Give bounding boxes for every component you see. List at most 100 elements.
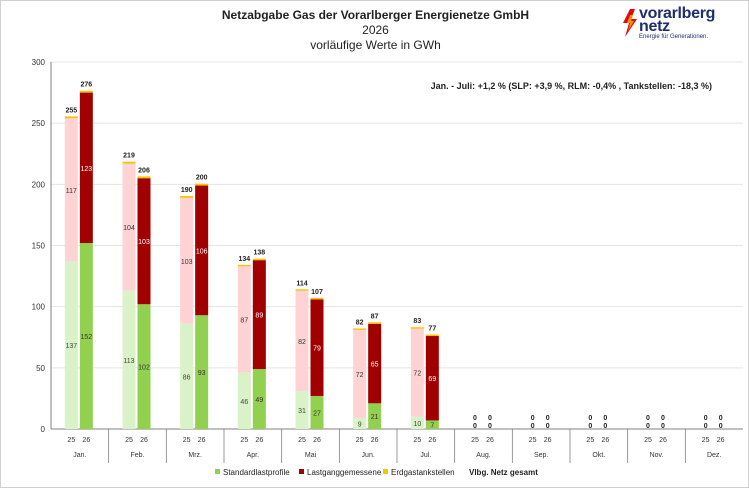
x-category-label: Apr. — [247, 452, 260, 459]
data-label-slp: 31 — [298, 408, 306, 415]
data-label-zero: 0 — [531, 423, 535, 430]
data-label-zero: 0 — [488, 423, 492, 430]
legend-label-slp: Standardlastprofile — [223, 468, 290, 477]
logo-text-line1: vorarlberg — [639, 5, 716, 22]
data-label-total: 219 — [123, 153, 135, 160]
x-sub-label: 25 — [240, 437, 248, 444]
logo-slogan: Energie für Generationen. — [639, 34, 709, 40]
y-tick-label: 150 — [32, 242, 46, 251]
data-label-rlm: 79 — [313, 346, 321, 353]
bar-tank — [79, 90, 93, 93]
data-label-total: 134 — [238, 256, 250, 263]
bar-rlm — [310, 299, 324, 396]
data-label-slp: 10 — [413, 421, 421, 428]
bar-slp — [180, 323, 194, 429]
bar-slp — [252, 369, 266, 429]
bar-slp — [353, 417, 367, 429]
x-sub-label: 26 — [601, 437, 609, 444]
data-label-zero: 0 — [646, 423, 650, 430]
legend-swatch-tank — [383, 469, 388, 474]
x-sub-label: 26 — [544, 437, 552, 444]
legend: Standardlastprofile Lastganggemessene Er… — [211, 468, 611, 482]
bar-rlm — [79, 92, 93, 244]
data-label-slp: 27 — [313, 410, 321, 417]
bar-rlm — [122, 163, 136, 291]
bar-tank — [122, 161, 136, 164]
bar-rlm — [425, 336, 439, 421]
x-sub-label: 25 — [125, 437, 133, 444]
x-sub-label: 25 — [644, 437, 652, 444]
data-label-rlm: 82 — [298, 339, 306, 346]
bar-tank — [195, 183, 209, 186]
data-label-slp: 49 — [255, 397, 263, 404]
legend-swatch-rlm — [299, 469, 304, 474]
x-category-label: Jan. — [73, 452, 86, 459]
data-label-total: 206 — [138, 167, 150, 174]
x-sub-label: 26 — [371, 437, 379, 444]
x-sub-label: 25 — [471, 437, 479, 444]
data-label-rlm: 117 — [66, 188, 77, 195]
bar-tank — [237, 264, 251, 267]
data-label-rlm: 65 — [371, 362, 379, 369]
x-sub-label: 25 — [356, 437, 364, 444]
bar-tank — [425, 334, 439, 337]
x-category-label: Feb. — [130, 452, 144, 459]
bar-slp — [64, 261, 78, 429]
x-sub-label: 26 — [717, 437, 725, 444]
data-label-slp: 86 — [183, 374, 191, 381]
data-label-rlm: 69 — [428, 376, 436, 383]
data-label-slp: 9 — [358, 421, 362, 428]
data-label-total: 0 — [646, 415, 650, 422]
data-label-total: 255 — [65, 107, 77, 114]
data-label-slp: 152 — [80, 334, 92, 341]
data-label-total: 83 — [413, 318, 421, 325]
x-sub-label: 25 — [413, 437, 421, 444]
y-tick-label: 100 — [32, 303, 46, 312]
data-label-zero: 0 — [603, 423, 607, 430]
x-category-label: Sep. — [534, 452, 548, 459]
chart-year: 2026 — [362, 23, 389, 37]
bar-slp — [295, 391, 309, 429]
x-category-label: Mai — [305, 452, 317, 459]
x-category-label: Aug. — [476, 452, 490, 459]
legend-item-total: Vlbg. Netz gesamt — [469, 468, 538, 477]
bar-rlm — [410, 328, 424, 417]
y-tick-label: 50 — [36, 364, 45, 373]
x-category-label: Okt. — [592, 452, 605, 459]
bar-rlm — [295, 290, 309, 392]
data-label-rlm: 87 — [240, 318, 248, 325]
x-sub-label: 26 — [82, 437, 90, 444]
legend-label-tank: Erdgastankstellen — [391, 468, 455, 477]
data-label-slp: 137 — [65, 343, 77, 350]
data-label-total: 107 — [311, 289, 323, 296]
bar-tank — [353, 328, 367, 330]
data-label-zero: 0 — [588, 423, 592, 430]
bar-rlm — [64, 118, 78, 262]
chart-subtitle: vorläufige Werte in GWh — [310, 38, 441, 52]
data-label-zero: 0 — [661, 423, 665, 430]
x-sub-label: 25 — [702, 437, 710, 444]
bar-tank — [252, 258, 266, 261]
data-label-total: 114 — [296, 280, 307, 287]
data-label-total: 82 — [356, 319, 364, 326]
x-sub-label: 25 — [298, 437, 306, 444]
x-sub-label: 26 — [428, 437, 436, 444]
legend-item-tank: Erdgastankstellen — [383, 468, 455, 477]
bar-tank — [180, 195, 194, 198]
vorarlberg-netz-logo: vorarlberg netz Energie für Generationen… — [621, 5, 746, 43]
bar-slp — [137, 304, 151, 429]
bar-slp — [410, 416, 424, 429]
bar-rlm — [195, 185, 209, 316]
bar-tank — [310, 297, 324, 300]
data-label-zero: 0 — [473, 423, 477, 430]
data-label-slp: 93 — [198, 370, 206, 377]
bar-tank — [295, 289, 309, 291]
legend-item-rlm: Lastganggemessene — [299, 468, 381, 477]
legend-label-rlm: Lastganggemessene — [307, 468, 382, 477]
data-label-total: 0 — [488, 415, 492, 422]
bar-tank — [64, 116, 78, 119]
y-tick-label: 0 — [41, 425, 46, 434]
data-label-total: 0 — [661, 415, 665, 422]
x-sub-label: 25 — [586, 437, 594, 444]
